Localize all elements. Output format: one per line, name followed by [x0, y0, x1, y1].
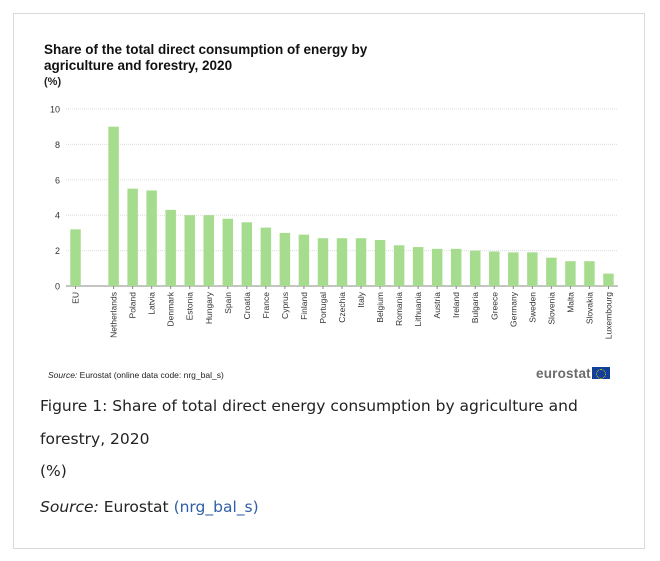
- bar: [146, 190, 157, 286]
- bar: [584, 261, 595, 286]
- y-tick-label: 6: [55, 175, 60, 185]
- bar: [165, 209, 176, 286]
- bar: [565, 261, 576, 286]
- caption-unit: (%): [40, 462, 67, 480]
- x-tick-label: Austria: [432, 292, 442, 319]
- bar: [184, 215, 195, 286]
- bar: [222, 218, 234, 286]
- x-tick-label: Italy: [356, 291, 366, 307]
- chart-source-text: Eurostat (online data code: nrg_bal_s): [79, 370, 224, 380]
- bar: [470, 250, 481, 286]
- x-tick-label: Slovakia: [584, 292, 594, 324]
- x-tick-label: Hungary: [204, 291, 214, 324]
- y-tick-label: 4: [55, 211, 60, 221]
- x-tick-label: France: [261, 292, 271, 319]
- y-tick-label: 0: [55, 282, 60, 292]
- bar: [298, 234, 310, 286]
- eu-flag-icon: [591, 367, 610, 379]
- chart-unit-label: (%): [44, 76, 62, 88]
- bar: [508, 252, 519, 286]
- bar: [336, 238, 348, 286]
- caption-source-text: Eurostat: [103, 498, 169, 516]
- x-tick-label: Denmark: [166, 291, 176, 326]
- x-tick-label: Lithuania: [413, 292, 423, 327]
- chart-source-note: Source: Eurostat (online data code: nrg_…: [48, 370, 224, 380]
- bar: [489, 251, 500, 286]
- x-tick-label: Portugal: [318, 292, 328, 324]
- x-tick-label: Croatia: [242, 292, 252, 320]
- y-tick-label: 8: [55, 140, 60, 150]
- bar: [127, 188, 138, 286]
- x-tick-label: Latvia: [147, 292, 157, 315]
- x-tick-label: Belgium: [375, 292, 385, 323]
- bar: [374, 239, 386, 286]
- bar: [450, 248, 462, 286]
- x-tick-label: Estonia: [185, 292, 195, 321]
- x-tick-label: Germany: [508, 291, 518, 327]
- figure-caption: Figure 1: Share of total direct energy c…: [40, 397, 578, 448]
- x-tick-label: Romania: [394, 292, 404, 326]
- bar: [355, 238, 367, 286]
- eurostat-logo: eurostat: [536, 364, 610, 382]
- bar: [527, 252, 538, 286]
- x-tick-label: Greece: [489, 292, 499, 320]
- bar: [546, 257, 557, 286]
- bar: [431, 248, 443, 286]
- x-tick-label: Finland: [299, 292, 309, 320]
- x-tick-label: Netherlands: [109, 292, 119, 338]
- bar: [279, 232, 291, 286]
- y-tick-label: 10: [50, 105, 60, 115]
- bar: [241, 222, 253, 286]
- caption-source: Source: Eurostat (nrg_bal_s): [40, 498, 259, 516]
- caption-source-label: Source:: [40, 498, 99, 516]
- chart-title: Share of the total direct consumption of…: [44, 42, 368, 73]
- bar-chart: 0 2 4 6 8 10 EU Netherlands Poland Latvia Denmark E…: [50, 105, 618, 340]
- x-tick-label: Ireland: [451, 292, 461, 318]
- bar: [603, 273, 614, 286]
- x-tick-label: Sweden: [527, 292, 537, 323]
- x-tick-label: Spain: [223, 292, 233, 314]
- x-tick-label: EU: [71, 292, 81, 304]
- caption-source-link[interactable]: (nrg_bal_s): [173, 498, 259, 516]
- bar: [70, 229, 81, 286]
- x-tick-label: Slovenia: [546, 292, 556, 325]
- bar: [108, 126, 119, 286]
- chart-source-label: Source:: [48, 370, 78, 380]
- x-tick-label: Bulgaria: [470, 292, 480, 323]
- x-tick-label: Czechia: [337, 292, 347, 323]
- x-tick-label: Luxembourg: [603, 292, 613, 340]
- bar: [412, 247, 424, 286]
- bar: [203, 215, 214, 286]
- bar: [393, 245, 405, 286]
- y-tick-label: 2: [55, 246, 60, 256]
- eurostat-logo-text: eurostat: [536, 365, 591, 381]
- bar: [260, 227, 272, 286]
- bar: [317, 238, 329, 286]
- x-tick-label: Cyprus: [280, 292, 290, 319]
- x-tick-label: Malta: [565, 292, 575, 313]
- x-tick-label: Poland: [128, 292, 138, 319]
